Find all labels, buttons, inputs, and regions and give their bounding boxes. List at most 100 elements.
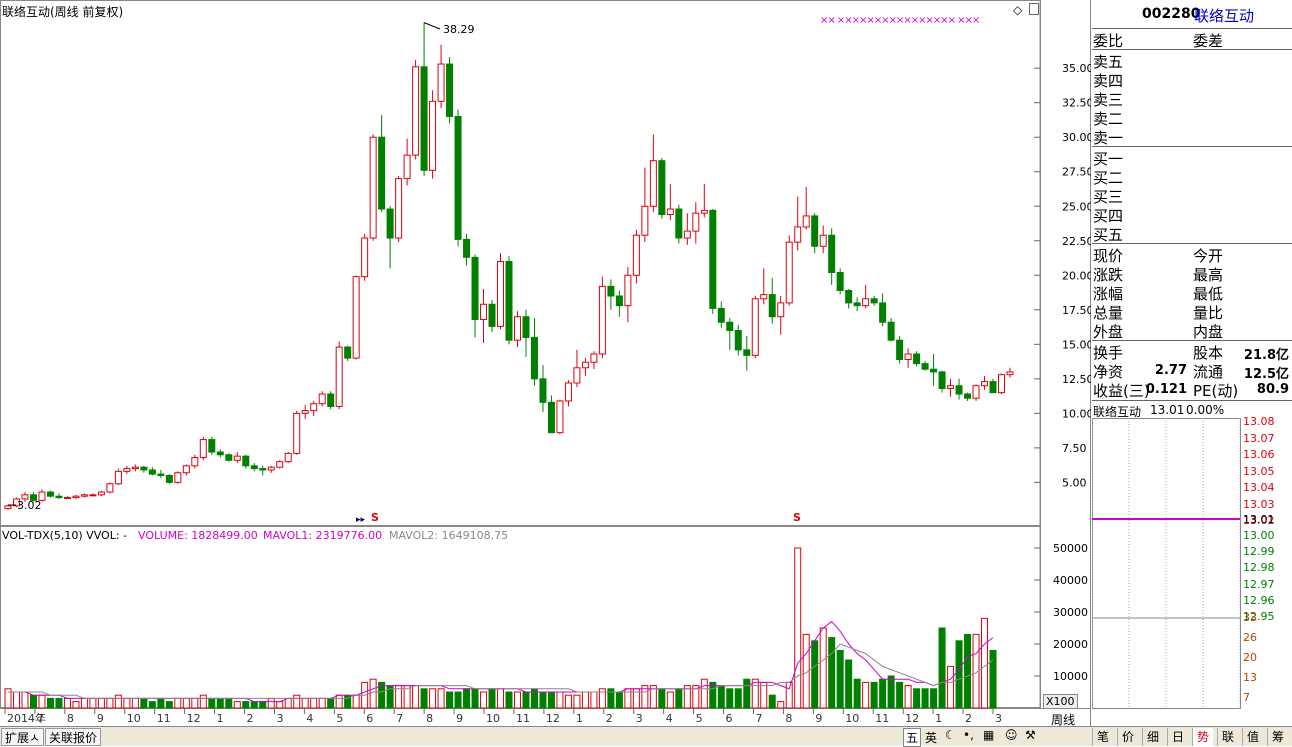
candle-body bbox=[106, 483, 114, 493]
vol-indicator-name[interactable]: VOL-TDX(5,10) VVOL: - bbox=[2, 529, 127, 542]
bottom-tab-4[interactable]: 势 bbox=[1192, 728, 1213, 746]
candle-body bbox=[862, 298, 870, 307]
fin-label: 股本 bbox=[1193, 344, 1224, 362]
volume-bar bbox=[29, 694, 37, 709]
x-axis-label: 8 bbox=[426, 712, 433, 725]
volume-bar bbox=[429, 688, 437, 709]
markers-top: ×× ×××××××××××××××× ××× bbox=[820, 15, 980, 26]
diamond-icon[interactable]: ◇ bbox=[1013, 3, 1023, 17]
mini-price: 13.01 bbox=[1150, 403, 1185, 417]
mini-chart[interactable] bbox=[1092, 418, 1292, 724]
ime-lang[interactable]: 英 bbox=[925, 731, 938, 745]
price-tick-label: 17.50 bbox=[1062, 304, 1091, 317]
kline-svg[interactable]: 35.0032.5030.0027.5025.0022.5020.0017.50… bbox=[0, 0, 1091, 728]
mini-vol-tick: 33 bbox=[1243, 611, 1257, 624]
candle-body bbox=[250, 465, 258, 470]
candle-body bbox=[437, 63, 445, 102]
fin-value: 21.8亿 bbox=[1243, 348, 1289, 363]
volume-bar bbox=[454, 691, 462, 709]
bottom-tab-2[interactable]: 细 bbox=[1142, 728, 1163, 746]
signal-marker: S bbox=[793, 511, 801, 524]
volume-bar bbox=[446, 691, 454, 709]
x-axis-label: 11 bbox=[516, 712, 530, 725]
volume-bar bbox=[709, 681, 717, 709]
volume-bar bbox=[471, 688, 479, 709]
volume-bar bbox=[148, 701, 156, 709]
candle-body bbox=[539, 378, 547, 403]
x-axis-label: 2014年 bbox=[7, 711, 46, 725]
mini-price-mid: 13.01 bbox=[1243, 513, 1275, 526]
x-axis-label: 1 bbox=[217, 712, 224, 725]
candle-body bbox=[879, 302, 887, 323]
candle-body bbox=[887, 321, 895, 341]
tab-related-quotes[interactable]: 关联报价 bbox=[45, 728, 102, 746]
volume-bar bbox=[301, 697, 309, 709]
candle-body bbox=[785, 241, 793, 304]
bottom-tab-7[interactable]: 筹 bbox=[1267, 728, 1288, 746]
price-tick-label: 25.00 bbox=[1062, 200, 1091, 213]
candle-body bbox=[777, 302, 785, 318]
candle-body bbox=[216, 451, 224, 456]
candle-body bbox=[165, 474, 173, 483]
sell-level-3: 卖三 bbox=[1093, 91, 1124, 109]
candle-body bbox=[556, 400, 564, 434]
keyboard-icon[interactable]: ▦ bbox=[983, 728, 995, 742]
volume-bar bbox=[845, 659, 853, 709]
x-axis-label: 5 bbox=[336, 712, 343, 725]
volume-bar bbox=[811, 640, 819, 709]
buy-level-5: 买五 bbox=[1093, 226, 1124, 244]
kline-chart-area[interactable]: 35.00 32.50 30.00 27.50 25.00 22.50 20.00 17.50… bbox=[0, 0, 1091, 728]
candle-body bbox=[1006, 371, 1014, 376]
volume-bar bbox=[182, 697, 190, 709]
x-axis-label: 10 bbox=[845, 712, 859, 725]
volume-bar bbox=[666, 691, 674, 709]
buy-level-3: 买三 bbox=[1093, 188, 1124, 206]
user-icon[interactable]: ☺ bbox=[1005, 728, 1018, 742]
volume-bar bbox=[913, 688, 921, 709]
volume-bar bbox=[615, 691, 623, 709]
candle-body bbox=[114, 470, 122, 485]
candle-body bbox=[471, 256, 479, 320]
volume-bar bbox=[734, 688, 742, 709]
weibi-label: 委比 bbox=[1093, 32, 1124, 50]
candle-body bbox=[513, 316, 521, 341]
maximize-icon[interactable] bbox=[1029, 3, 1039, 15]
candle-body bbox=[615, 295, 623, 307]
mini-price-up: 13.03 bbox=[1243, 497, 1275, 511]
period-label[interactable]: 周线 bbox=[1051, 713, 1076, 727]
bottom-tab-3[interactable]: 日 bbox=[1167, 728, 1188, 746]
candle-body bbox=[794, 226, 802, 243]
volume-bar bbox=[199, 694, 207, 709]
mini-price-down: 12.99 bbox=[1243, 545, 1275, 559]
bottom-tab-1[interactable]: 价 bbox=[1117, 728, 1138, 746]
wrench-icon[interactable]: ⚒ bbox=[1025, 728, 1036, 742]
candle-body bbox=[225, 454, 233, 461]
x-axis-label: 2 bbox=[965, 712, 972, 725]
volume-bar bbox=[63, 697, 71, 709]
candle-body bbox=[497, 260, 505, 327]
tab-expand[interactable]: 扩展ㅅ bbox=[1, 728, 45, 746]
volume-bar bbox=[72, 701, 80, 709]
ime-mode-icon[interactable]: 五 bbox=[903, 728, 922, 747]
punct-icon[interactable]: •, bbox=[963, 728, 974, 742]
candle-body bbox=[276, 461, 284, 468]
bottom-tab-5[interactable]: 联 bbox=[1217, 728, 1238, 746]
volume-bar bbox=[692, 685, 700, 709]
candle-body bbox=[658, 160, 666, 216]
bottom-tab-0[interactable]: 笔 bbox=[1092, 728, 1113, 746]
candle-body bbox=[29, 494, 37, 501]
volume-bar bbox=[284, 697, 292, 709]
mini-price-down: 12.97 bbox=[1243, 577, 1275, 591]
candle-body bbox=[378, 136, 386, 210]
candle-body bbox=[573, 367, 581, 384]
x-axis-label: 1 bbox=[935, 712, 942, 725]
candle-body bbox=[836, 272, 844, 291]
candle-body bbox=[641, 205, 649, 236]
mini-pct: 0.00% bbox=[1186, 403, 1225, 417]
moon-icon[interactable]: ☾ bbox=[945, 728, 956, 742]
volume-bar bbox=[887, 675, 895, 709]
price-tick-label: 30.00 bbox=[1062, 131, 1091, 144]
volume-bar bbox=[123, 697, 131, 709]
bottom-tab-6[interactable]: 值 bbox=[1242, 728, 1263, 746]
x-axis-label: 3 bbox=[276, 712, 283, 725]
